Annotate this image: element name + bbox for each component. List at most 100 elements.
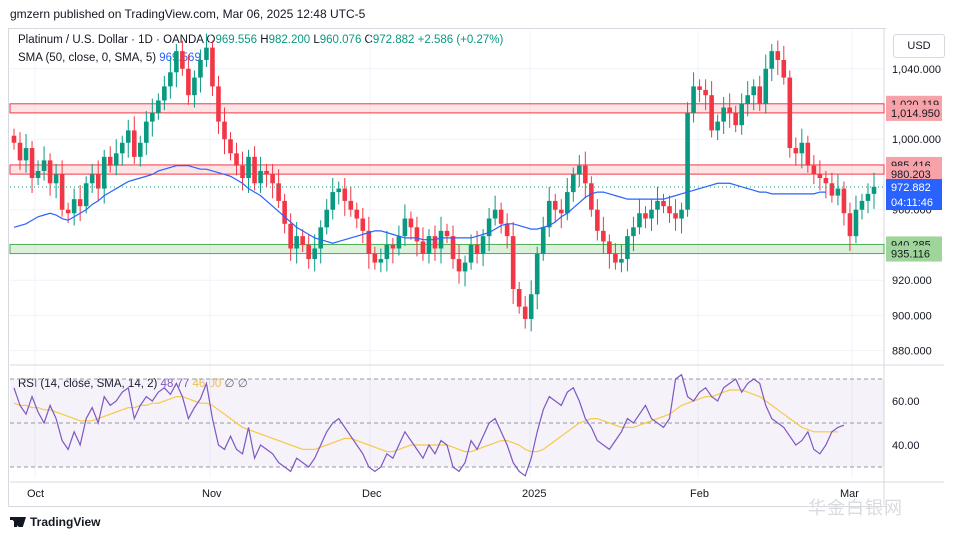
candle-body [95, 174, 101, 189]
tradingview-logo[interactable]: TradingView [10, 515, 100, 529]
candle-body [168, 72, 173, 87]
candle-body [474, 244, 480, 254]
high-label: H [260, 34, 269, 46]
candle-body [667, 206, 672, 214]
price-tag-label: 980.203 [891, 169, 931, 181]
candle-body [763, 68, 769, 104]
tradingview-logo-icon [10, 517, 26, 527]
price-tag [886, 166, 942, 183]
candle-body [270, 174, 275, 184]
rsi-tick-label: 60.00 [892, 396, 920, 408]
candle-body [216, 86, 221, 122]
candle-body [510, 236, 516, 289]
sma-legend[interactable]: SMA (50, close, 0, SMA, 5) 969.569 [18, 52, 201, 64]
candle-body [829, 183, 835, 196]
candle-body [769, 51, 775, 69]
candle-body [781, 59, 787, 78]
candle-body [204, 47, 209, 60]
candle-body [649, 209, 654, 219]
currency-button[interactable]: USD [893, 34, 945, 58]
candle-body [703, 89, 708, 96]
candle-body [757, 86, 763, 104]
candle-body [258, 170, 263, 184]
candle-body [589, 183, 594, 210]
candle-body [125, 130, 131, 143]
candle-body [41, 160, 47, 171]
candle-body [192, 77, 197, 96]
price-zone [9, 243, 885, 255]
candle-body [288, 223, 293, 249]
candle-body [29, 148, 35, 178]
candle-body [137, 142, 143, 157]
price-zone [9, 164, 885, 175]
candle-body [35, 170, 41, 178]
candle-body [631, 227, 636, 237]
candle-body [264, 170, 269, 175]
candle-body [210, 47, 215, 87]
candle-body [432, 236, 438, 249]
candle-body [552, 200, 558, 210]
candle-body [577, 165, 582, 175]
candle-body [444, 230, 450, 237]
candle-body [745, 95, 751, 104]
time-tick-label: Mar [840, 488, 859, 500]
candle-body [402, 218, 408, 237]
candle-body [384, 244, 390, 260]
price-tick-label: 880.000 [892, 346, 932, 358]
candle-body [721, 107, 726, 122]
candle-body [859, 200, 865, 210]
sma-value: 969.569 [159, 52, 201, 64]
candle-body [306, 244, 311, 260]
candle-body [47, 160, 53, 184]
candle-body [799, 142, 805, 154]
price-tag-label: 935.116 [891, 249, 930, 261]
time-tick-label: Oct [27, 488, 44, 500]
time-tick-label: 2025 [522, 488, 546, 500]
candle-body [841, 188, 847, 214]
candle-body [186, 68, 191, 96]
candle-body [378, 259, 384, 263]
candle-body [793, 148, 799, 154]
candle-body [516, 289, 522, 307]
low-label: L [313, 34, 320, 46]
candle-body [462, 262, 468, 272]
candle-body [564, 192, 570, 214]
candle-body [300, 236, 305, 245]
open-value: 969.556 [215, 34, 258, 46]
tradingview-brand: TradingView [30, 515, 101, 529]
candle-body [504, 223, 510, 237]
candle-body [330, 192, 336, 210]
price-tick-label: 920.000 [892, 275, 932, 287]
symbol-legend[interactable]: Platinum / U.S. Dollar · 1D · OANDA O969… [18, 34, 503, 46]
open-label: O [206, 34, 216, 46]
candle-body [811, 165, 817, 175]
rsi-tick-label: 40.00 [892, 440, 920, 452]
candle-body [823, 178, 829, 184]
candle-body [739, 104, 744, 126]
close-value: 972.882 [372, 34, 415, 46]
rsi-extra-2: ∅ [237, 378, 248, 390]
candle-body [77, 199, 83, 207]
candle-body [107, 156, 113, 166]
sma-label: SMA (50, close, 0, SMA, 5) [18, 52, 157, 64]
candle-body [805, 142, 811, 166]
price-tick-label: 900.000 [892, 310, 932, 322]
candle-body [595, 209, 600, 231]
candle-body [276, 183, 281, 201]
price-tick-label: 1,040.000 [892, 64, 941, 76]
low-value: 960.076 [319, 34, 362, 46]
candle-body [691, 86, 696, 113]
candle-body [847, 213, 853, 237]
candle-body [360, 218, 366, 231]
candle-body [131, 130, 137, 157]
candle-body [625, 236, 630, 260]
rsi-legend[interactable]: RSI (14, close, SMA, 14, 2) 48.77 46.00 … [18, 376, 248, 390]
candle-body [528, 294, 534, 319]
candle-body [17, 142, 23, 161]
candle-body [601, 230, 606, 242]
chart-frame[interactable] [8, 28, 886, 507]
rsi-value: 48.77 [160, 378, 190, 390]
candle-body [156, 100, 161, 113]
candle-body [727, 107, 732, 113]
